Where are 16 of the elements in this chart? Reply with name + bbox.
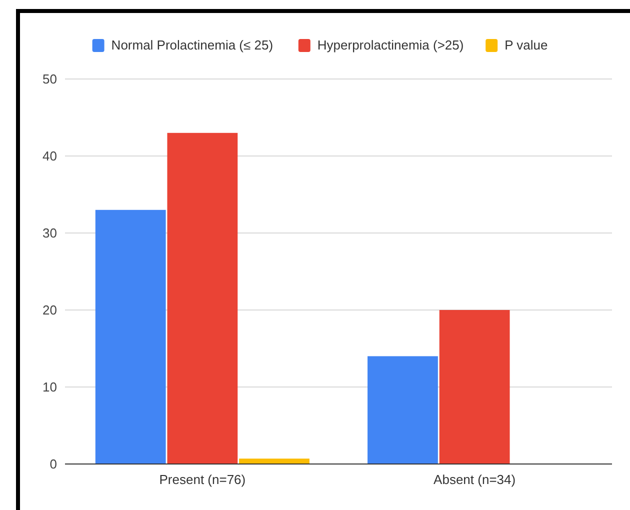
- y-tick-label: 20: [42, 302, 57, 318]
- bar: [439, 310, 510, 464]
- y-tick-label: 30: [42, 226, 57, 241]
- y-tick-label: 40: [42, 148, 57, 164]
- y-tick-label: 10: [42, 380, 57, 395]
- x-tick-label: Absent (n=34): [434, 472, 516, 487]
- bar: [239, 458, 310, 464]
- y-tick-label: 50: [42, 72, 57, 87]
- legend-label: Hyperprolactinemia (>25): [317, 38, 464, 53]
- legend-label: P value: [504, 38, 548, 53]
- bar: [167, 132, 238, 464]
- legend-label: Normal Prolactinemia (≤ 25): [111, 38, 274, 53]
- bar: [95, 210, 166, 464]
- x-tick-label: Present (n=76): [159, 472, 246, 487]
- bar: [368, 356, 438, 464]
- y-tick-label: 0: [50, 456, 57, 472]
